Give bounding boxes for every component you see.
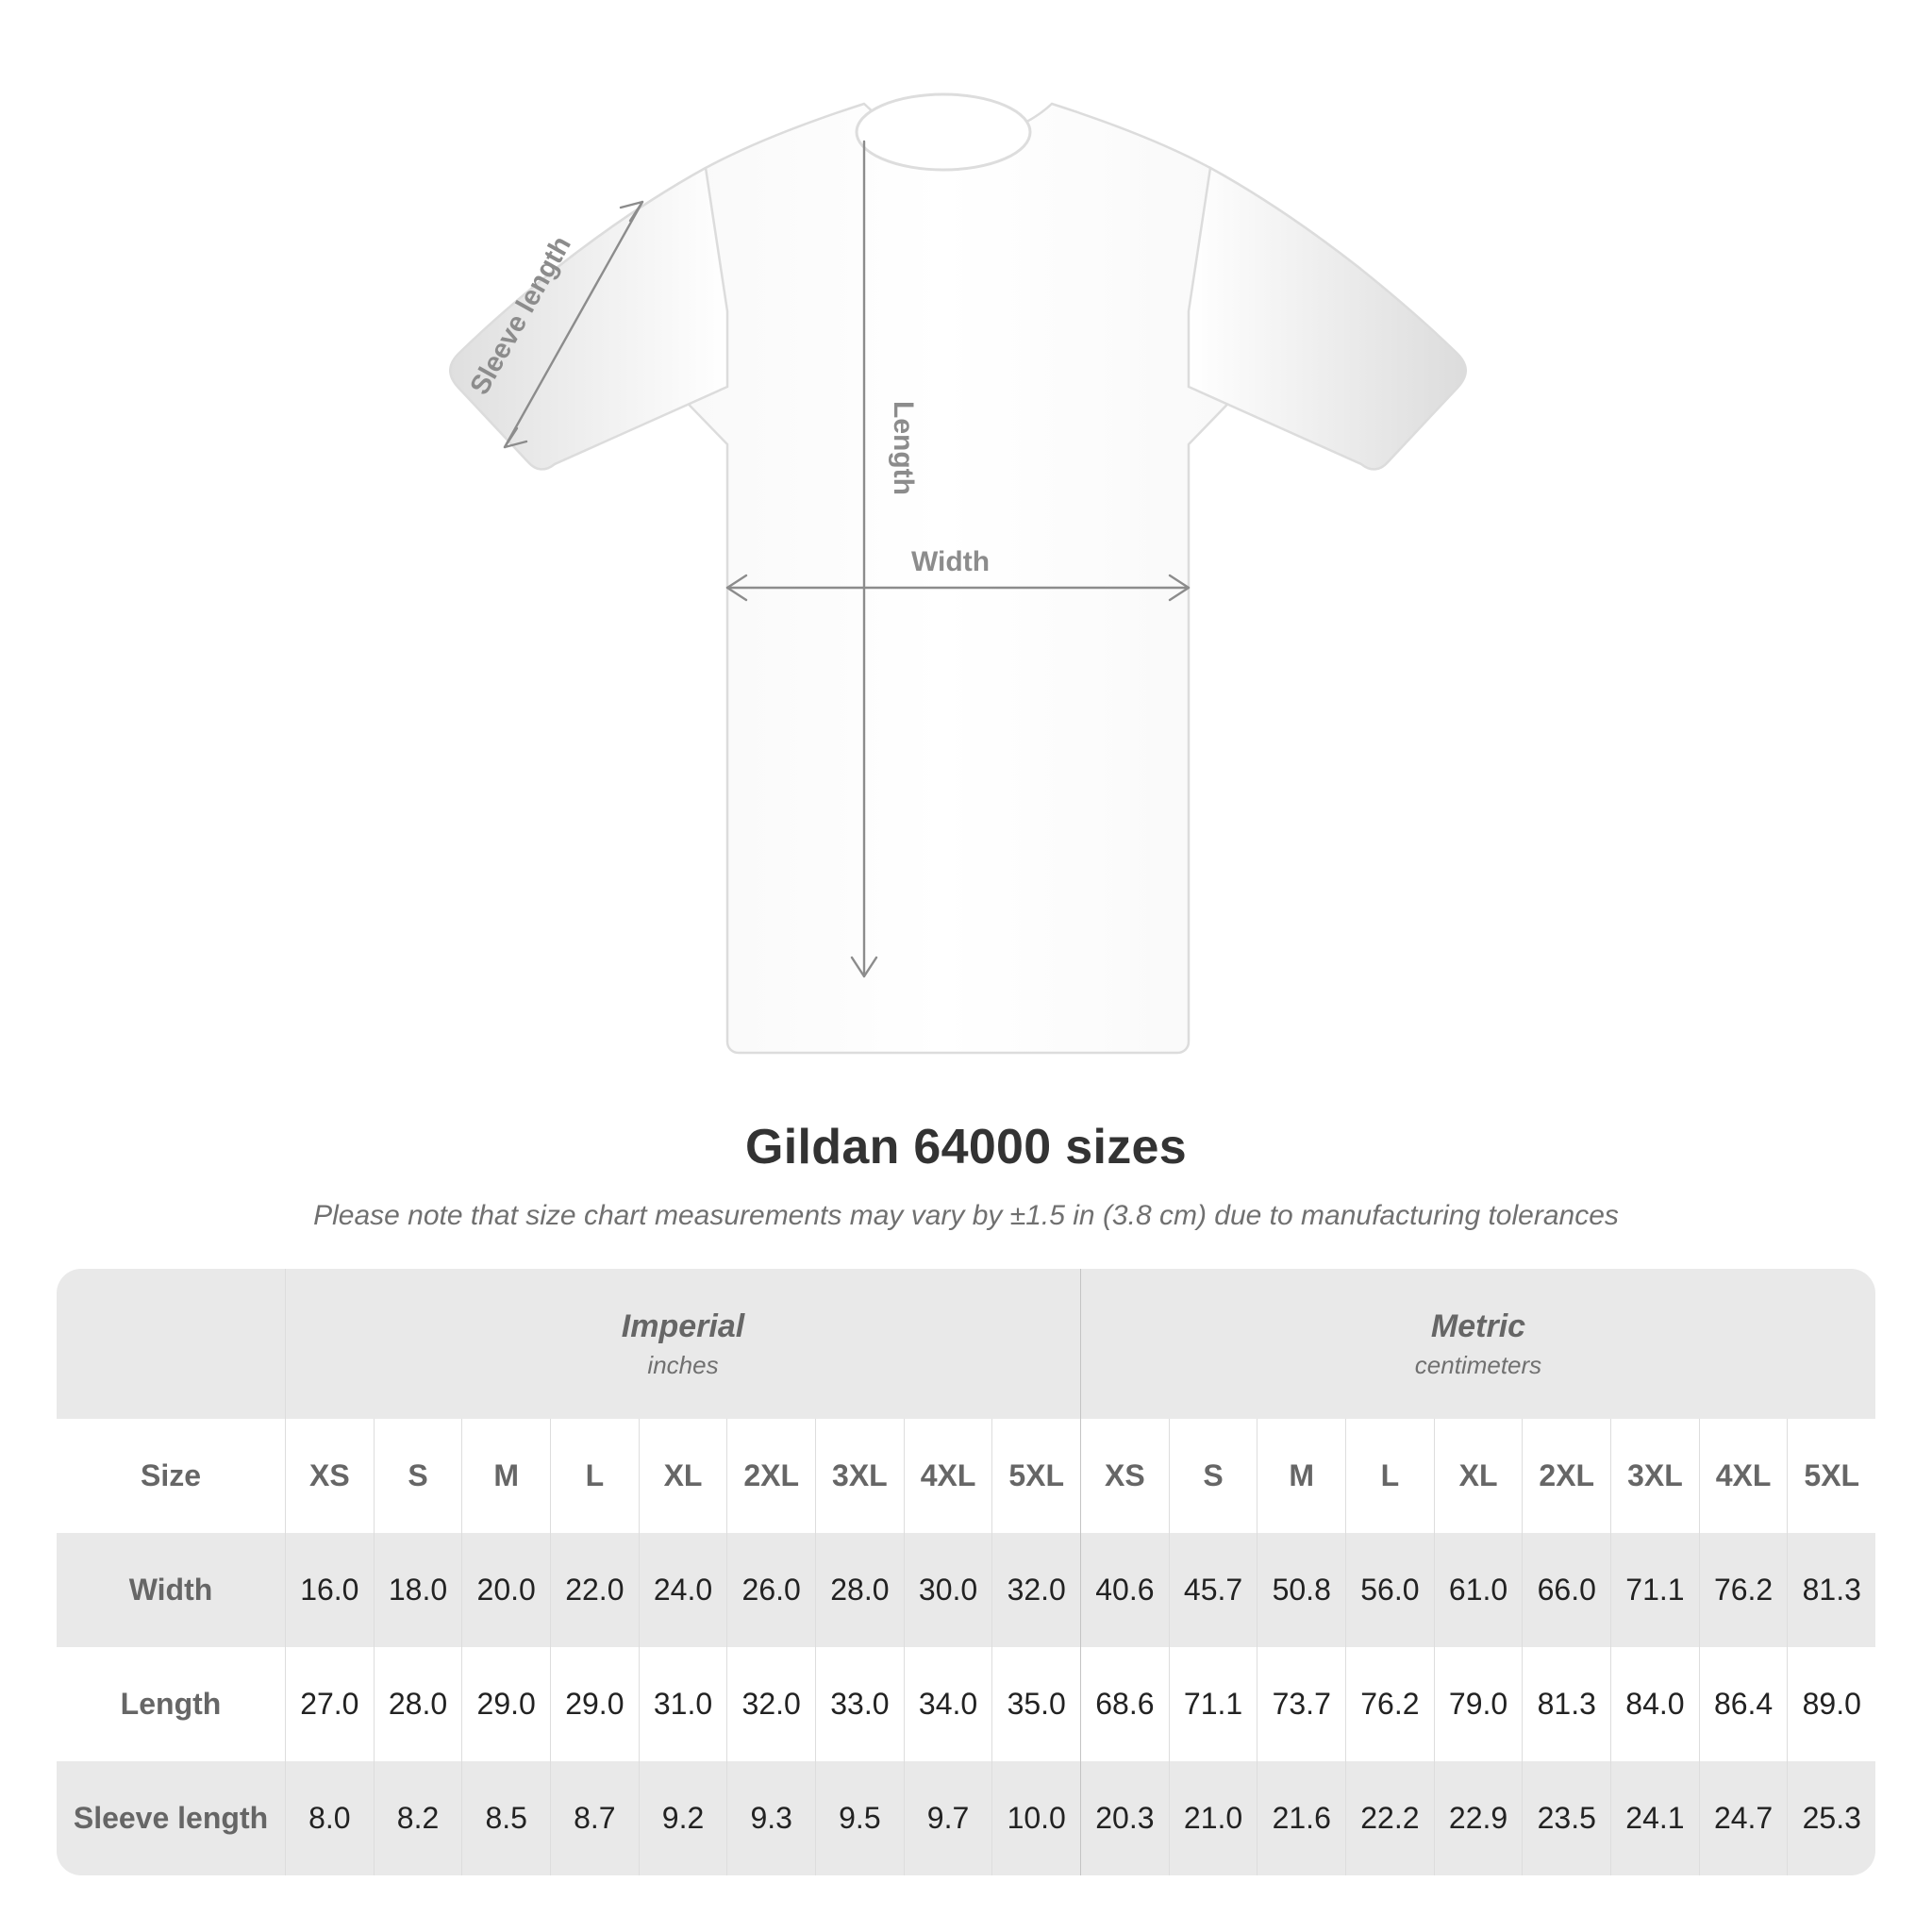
- svg-text:Length: Length: [888, 401, 919, 495]
- svg-text:Width: Width: [911, 546, 990, 577]
